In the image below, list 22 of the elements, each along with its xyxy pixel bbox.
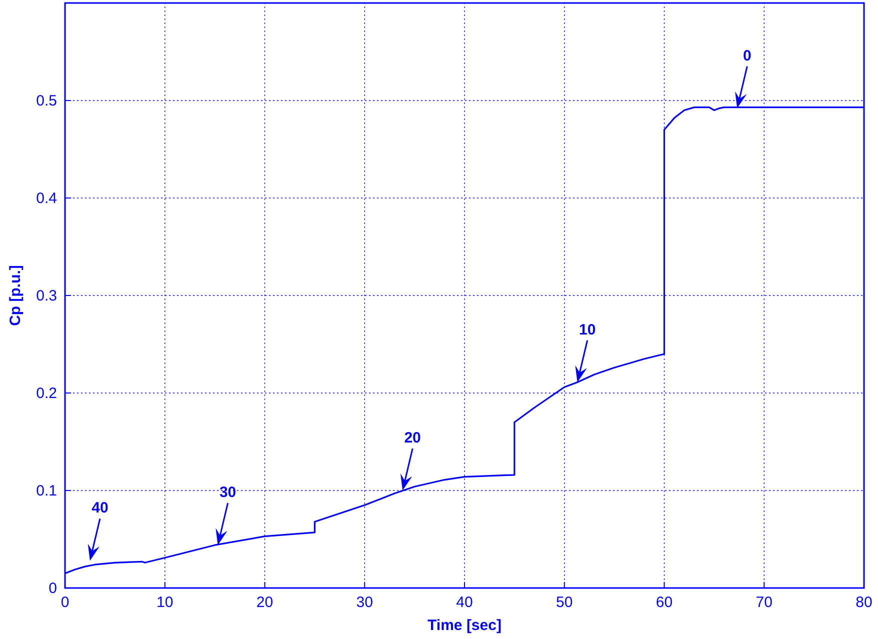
x-tick-label: 70 — [756, 594, 772, 611]
x-tick-label: 40 — [456, 594, 473, 611]
x-tick-label: 20 — [256, 594, 274, 611]
x-tick-label: 80 — [856, 594, 872, 611]
y-tick-label: 0.4 — [36, 190, 57, 207]
annotation: 30 — [219, 484, 236, 502]
x-tick-label: 30 — [356, 594, 373, 611]
x-tick-label: 10 — [156, 594, 174, 611]
y-tick-label: 0.1 — [36, 482, 57, 500]
x-tick-label: 60 — [656, 594, 673, 611]
annotation: 0 — [742, 47, 752, 64]
y-tick-label: 0 — [48, 580, 57, 597]
x-axis-title: Time [sec] — [428, 617, 502, 634]
y-tick-label: 0.5 — [36, 92, 57, 110]
annotation: 10 — [579, 321, 596, 338]
y-tick-label: 0.2 — [36, 385, 57, 402]
annotation: 20 — [404, 430, 421, 446]
annotation: 40 — [92, 500, 108, 517]
x-tick-label: 50 — [556, 594, 573, 611]
y-axis-title: Cp [p.u.] — [7, 265, 24, 326]
x-tick-label: 0 — [60, 594, 70, 611]
y-tick-label: 0.3 — [36, 288, 57, 304]
